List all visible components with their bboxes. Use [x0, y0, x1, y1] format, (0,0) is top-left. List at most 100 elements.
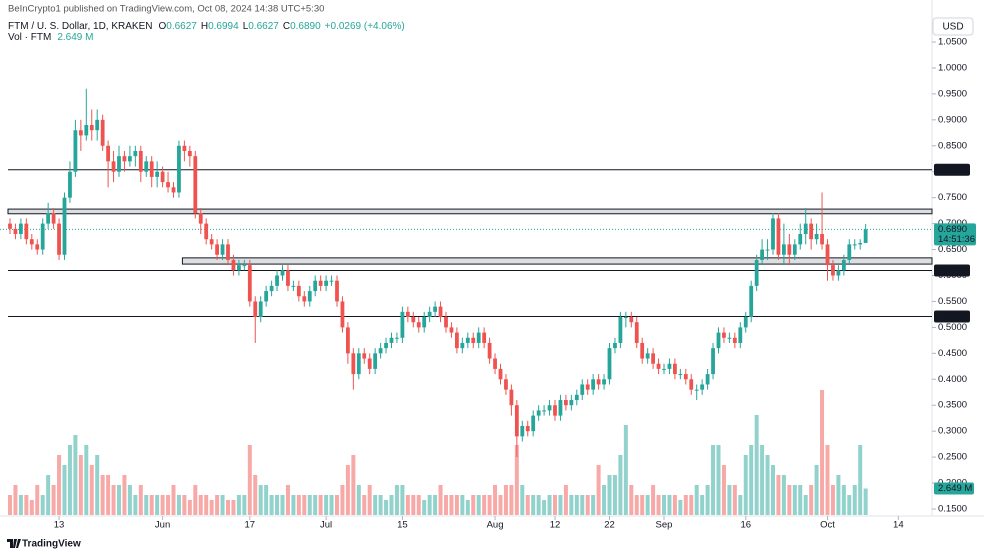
volume-bar: [13, 485, 18, 515]
volume-bar: [558, 495, 563, 515]
x-tick-label: 17: [245, 520, 256, 531]
volume-bar: [640, 495, 645, 515]
volume-bar: [258, 485, 263, 515]
volume-bar: [607, 475, 612, 515]
candle-body: [187, 150, 192, 157]
candle-body: [493, 358, 497, 369]
volume-bar: [503, 485, 508, 515]
candle-body: [177, 145, 181, 193]
volume-bar: [514, 445, 519, 515]
candle-body: [351, 353, 356, 375]
volume-bar: [356, 485, 361, 515]
volume-bar: [226, 500, 230, 515]
volume-bar: [547, 495, 552, 515]
candle-body: [771, 218, 775, 250]
candle-body: [57, 223, 61, 255]
candle-body: [514, 405, 519, 437]
volume-bar: [771, 465, 775, 515]
candle-body: [656, 363, 661, 369]
candle-body: [346, 327, 350, 354]
candle-body: [602, 379, 606, 385]
volume-bar: [672, 495, 677, 515]
volume-bar: [384, 500, 389, 515]
volume-bar: [51, 485, 56, 515]
volume-bar: [411, 495, 416, 515]
ohlc-key: C: [283, 21, 290, 32]
candle-body: [247, 265, 252, 302]
currency-box[interactable]: [932, 17, 974, 36]
candle-body: [362, 353, 367, 359]
candle-body: [580, 384, 585, 395]
volume-bar: [144, 495, 149, 515]
volume-bar: [400, 485, 405, 515]
volume-bar: [18, 495, 23, 515]
candle-body: [166, 182, 170, 188]
candle-body: [335, 280, 339, 302]
candle-body: [280, 270, 285, 276]
candle-body: [220, 244, 225, 255]
volume-bar: [520, 485, 525, 515]
volume-bar: [765, 455, 770, 515]
volume-bar: [754, 415, 759, 515]
x-tick-label: 12: [550, 520, 561, 531]
volume-bar: [362, 495, 367, 515]
candle-body: [634, 322, 639, 343]
candle-body: [782, 244, 786, 255]
candle-body: [662, 368, 666, 370]
candle-body: [836, 270, 841, 276]
volume-bar: [743, 455, 748, 515]
candle-body: [171, 187, 176, 193]
volume-bar: [433, 495, 438, 515]
y-tick-label: 0.9500: [938, 88, 967, 99]
volume-bar: [324, 495, 329, 515]
volume-bar: [345, 465, 350, 515]
volume-bar: [138, 485, 143, 515]
candle-body: [122, 156, 127, 162]
currency[interactable]: USD: [942, 22, 963, 33]
volume-bar: [351, 455, 356, 515]
candle-body: [809, 223, 814, 240]
last-price-label: 0.6890: [938, 224, 967, 235]
volume-bar: [176, 495, 181, 515]
volume-bar: [378, 495, 383, 515]
candle-body: [286, 270, 290, 286]
volume-bar: [814, 465, 819, 515]
volume-bar: [749, 445, 754, 515]
candle-body: [35, 244, 40, 250]
candle-body: [100, 119, 105, 146]
x-tick-label: Oct: [820, 520, 835, 531]
candle-body: [743, 317, 748, 328]
volume-bar: [422, 500, 427, 515]
volume-bar: [760, 445, 765, 515]
candle-body: [296, 285, 301, 297]
volume-bar: [78, 455, 83, 515]
y-tick-label: 0.4000: [938, 374, 967, 385]
volume-bar: [852, 485, 857, 515]
y-tick-label: 0.3500: [938, 400, 967, 411]
volume-bar: [612, 475, 617, 515]
candle-body: [547, 405, 552, 411]
candle-body: [133, 150, 138, 157]
volume-bar: [29, 500, 34, 515]
candle-body: [149, 161, 154, 177]
volume-bar: [830, 485, 835, 515]
volume-bar: [809, 485, 814, 515]
candle-body: [618, 317, 623, 343]
candle-body: [705, 374, 710, 385]
candle-body: [422, 317, 427, 328]
volume-bar: [46, 475, 51, 515]
candle-body: [536, 410, 541, 416]
candle-body: [792, 244, 797, 255]
volume-bar: [847, 495, 852, 515]
volume-bar: [62, 465, 67, 515]
volume-bar: [569, 495, 574, 515]
candle-body: [574, 394, 579, 401]
candle-body: [275, 275, 279, 286]
volume-bar: [585, 495, 590, 515]
y-tick-label: 0.5500: [938, 296, 967, 307]
zone: [181, 257, 933, 265]
symbol: FTM / U. S. Dollar, 1D, KRAKEN: [8, 21, 152, 32]
volume-bar: [498, 495, 503, 515]
candle-body: [19, 223, 23, 234]
candle-body: [825, 244, 830, 266]
